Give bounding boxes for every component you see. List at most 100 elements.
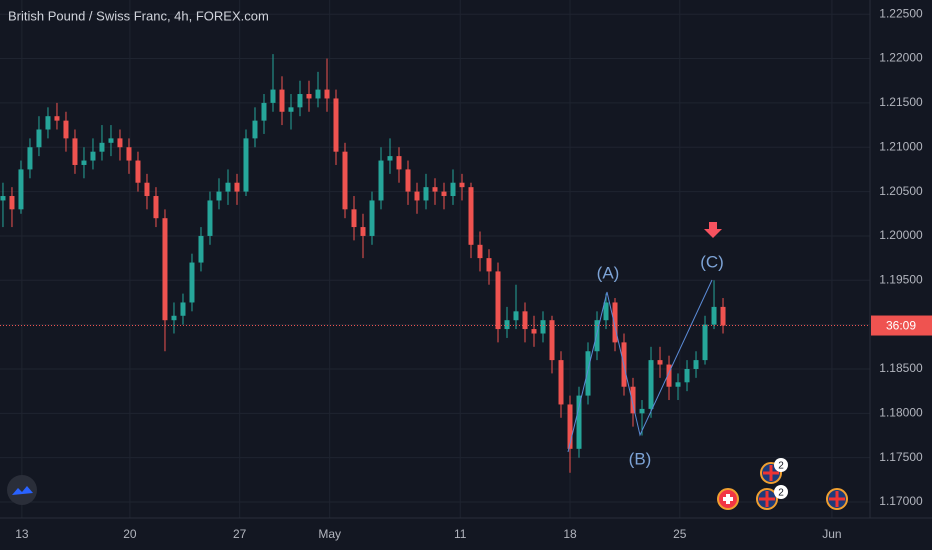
y-tick-label: 1.18500 bbox=[879, 361, 923, 375]
candle-body bbox=[243, 138, 249, 192]
candle-body bbox=[324, 89, 330, 99]
candle-body bbox=[81, 160, 87, 165]
candle-body bbox=[225, 182, 231, 192]
candle-body bbox=[441, 191, 447, 197]
candle-body bbox=[495, 271, 501, 330]
y-tick-label: 1.22000 bbox=[879, 51, 923, 65]
candle-body bbox=[549, 320, 555, 361]
candle-body bbox=[612, 302, 618, 343]
candle-body bbox=[9, 196, 15, 210]
candle-body bbox=[288, 107, 294, 112]
candle-body bbox=[360, 227, 366, 236]
candle-body bbox=[414, 191, 420, 201]
candle-body bbox=[702, 324, 708, 361]
candle-body bbox=[126, 147, 132, 161]
candle-body bbox=[657, 360, 663, 365]
uk-flag bbox=[759, 491, 775, 507]
logo[interactable] bbox=[7, 475, 37, 505]
candle-body bbox=[144, 182, 150, 197]
candle-body bbox=[576, 395, 582, 449]
axes: 1.170001.175001.180001.185001.190001.195… bbox=[0, 6, 932, 541]
candle-body bbox=[54, 116, 60, 121]
candle-body bbox=[585, 351, 591, 396]
candle-body bbox=[234, 182, 240, 192]
candle-body bbox=[648, 360, 654, 409]
wave-line bbox=[567, 279, 713, 453]
candle-body bbox=[216, 191, 222, 201]
wave-label: (B) bbox=[629, 449, 652, 468]
candle-body bbox=[270, 89, 276, 103]
candle-body bbox=[504, 320, 510, 330]
last-price-box bbox=[871, 315, 932, 336]
arrow-marker bbox=[704, 222, 722, 238]
y-tick-label: 1.21000 bbox=[879, 139, 923, 153]
candle-body bbox=[171, 315, 177, 321]
x-tick-label: 11 bbox=[454, 527, 467, 541]
candle-body bbox=[279, 89, 285, 112]
candle-body bbox=[342, 151, 348, 210]
candle-body bbox=[387, 156, 393, 161]
candle-body bbox=[261, 102, 267, 121]
candle-body bbox=[99, 142, 105, 152]
y-tick-label: 1.17500 bbox=[879, 450, 923, 464]
candle-body bbox=[198, 235, 204, 263]
candle-body bbox=[486, 258, 492, 272]
x-tick-label: 18 bbox=[563, 527, 577, 541]
candle-body bbox=[0, 196, 6, 201]
candle-body bbox=[630, 386, 636, 414]
candle-body bbox=[468, 187, 474, 245]
wave-label: (A) bbox=[597, 263, 620, 282]
y-tick-label: 1.17000 bbox=[879, 494, 923, 508]
wave-label: (C) bbox=[700, 252, 724, 271]
candle-body bbox=[162, 218, 168, 321]
candle-body bbox=[117, 138, 123, 148]
candle-body bbox=[684, 368, 690, 383]
candle-body bbox=[666, 364, 672, 387]
candle-body bbox=[306, 94, 312, 99]
candle-body bbox=[459, 182, 465, 188]
candles bbox=[0, 54, 726, 473]
candle-body bbox=[711, 306, 717, 325]
y-tick-label: 1.20000 bbox=[879, 228, 923, 242]
event-icons: 2 2 bbox=[717, 458, 848, 510]
swiss-cross bbox=[723, 494, 733, 504]
candle-body bbox=[27, 147, 33, 170]
candle-body bbox=[351, 209, 357, 228]
badge bbox=[774, 485, 788, 499]
candle-body bbox=[513, 311, 519, 321]
y-tick-label: 1.18000 bbox=[879, 406, 923, 420]
candle-body bbox=[207, 200, 213, 236]
candle-body bbox=[594, 320, 600, 352]
x-tick-label: 25 bbox=[673, 527, 687, 541]
candle-body bbox=[135, 160, 141, 183]
countdown-label: 36:09 bbox=[886, 319, 916, 333]
y-tick-label: 1.22500 bbox=[879, 6, 923, 20]
candle-body bbox=[315, 89, 321, 99]
grid bbox=[0, 0, 870, 518]
candle-body bbox=[297, 94, 303, 108]
candle-body bbox=[153, 196, 159, 219]
candle-body bbox=[72, 138, 78, 165]
candle-body bbox=[18, 169, 24, 210]
x-tick-label: 20 bbox=[123, 527, 137, 541]
uk-flag bbox=[829, 491, 845, 507]
chart-title: British Pound / Swiss Franc, 4h, FOREX.c… bbox=[8, 8, 269, 23]
candle-body bbox=[189, 262, 195, 303]
candle-body bbox=[180, 302, 186, 316]
y-tick-label: 1.20500 bbox=[879, 184, 923, 198]
candle-body bbox=[108, 138, 114, 143]
candle-body bbox=[540, 320, 546, 334]
candle-body bbox=[558, 360, 564, 405]
candle-body bbox=[423, 187, 429, 201]
candle-body bbox=[531, 329, 537, 334]
badge bbox=[774, 458, 788, 472]
candle-body bbox=[90, 151, 96, 161]
candle-body bbox=[333, 98, 339, 152]
candle-body bbox=[252, 120, 258, 139]
candle-body bbox=[522, 311, 528, 330]
badge-count: 2 bbox=[778, 488, 784, 499]
candle-body bbox=[450, 182, 456, 197]
